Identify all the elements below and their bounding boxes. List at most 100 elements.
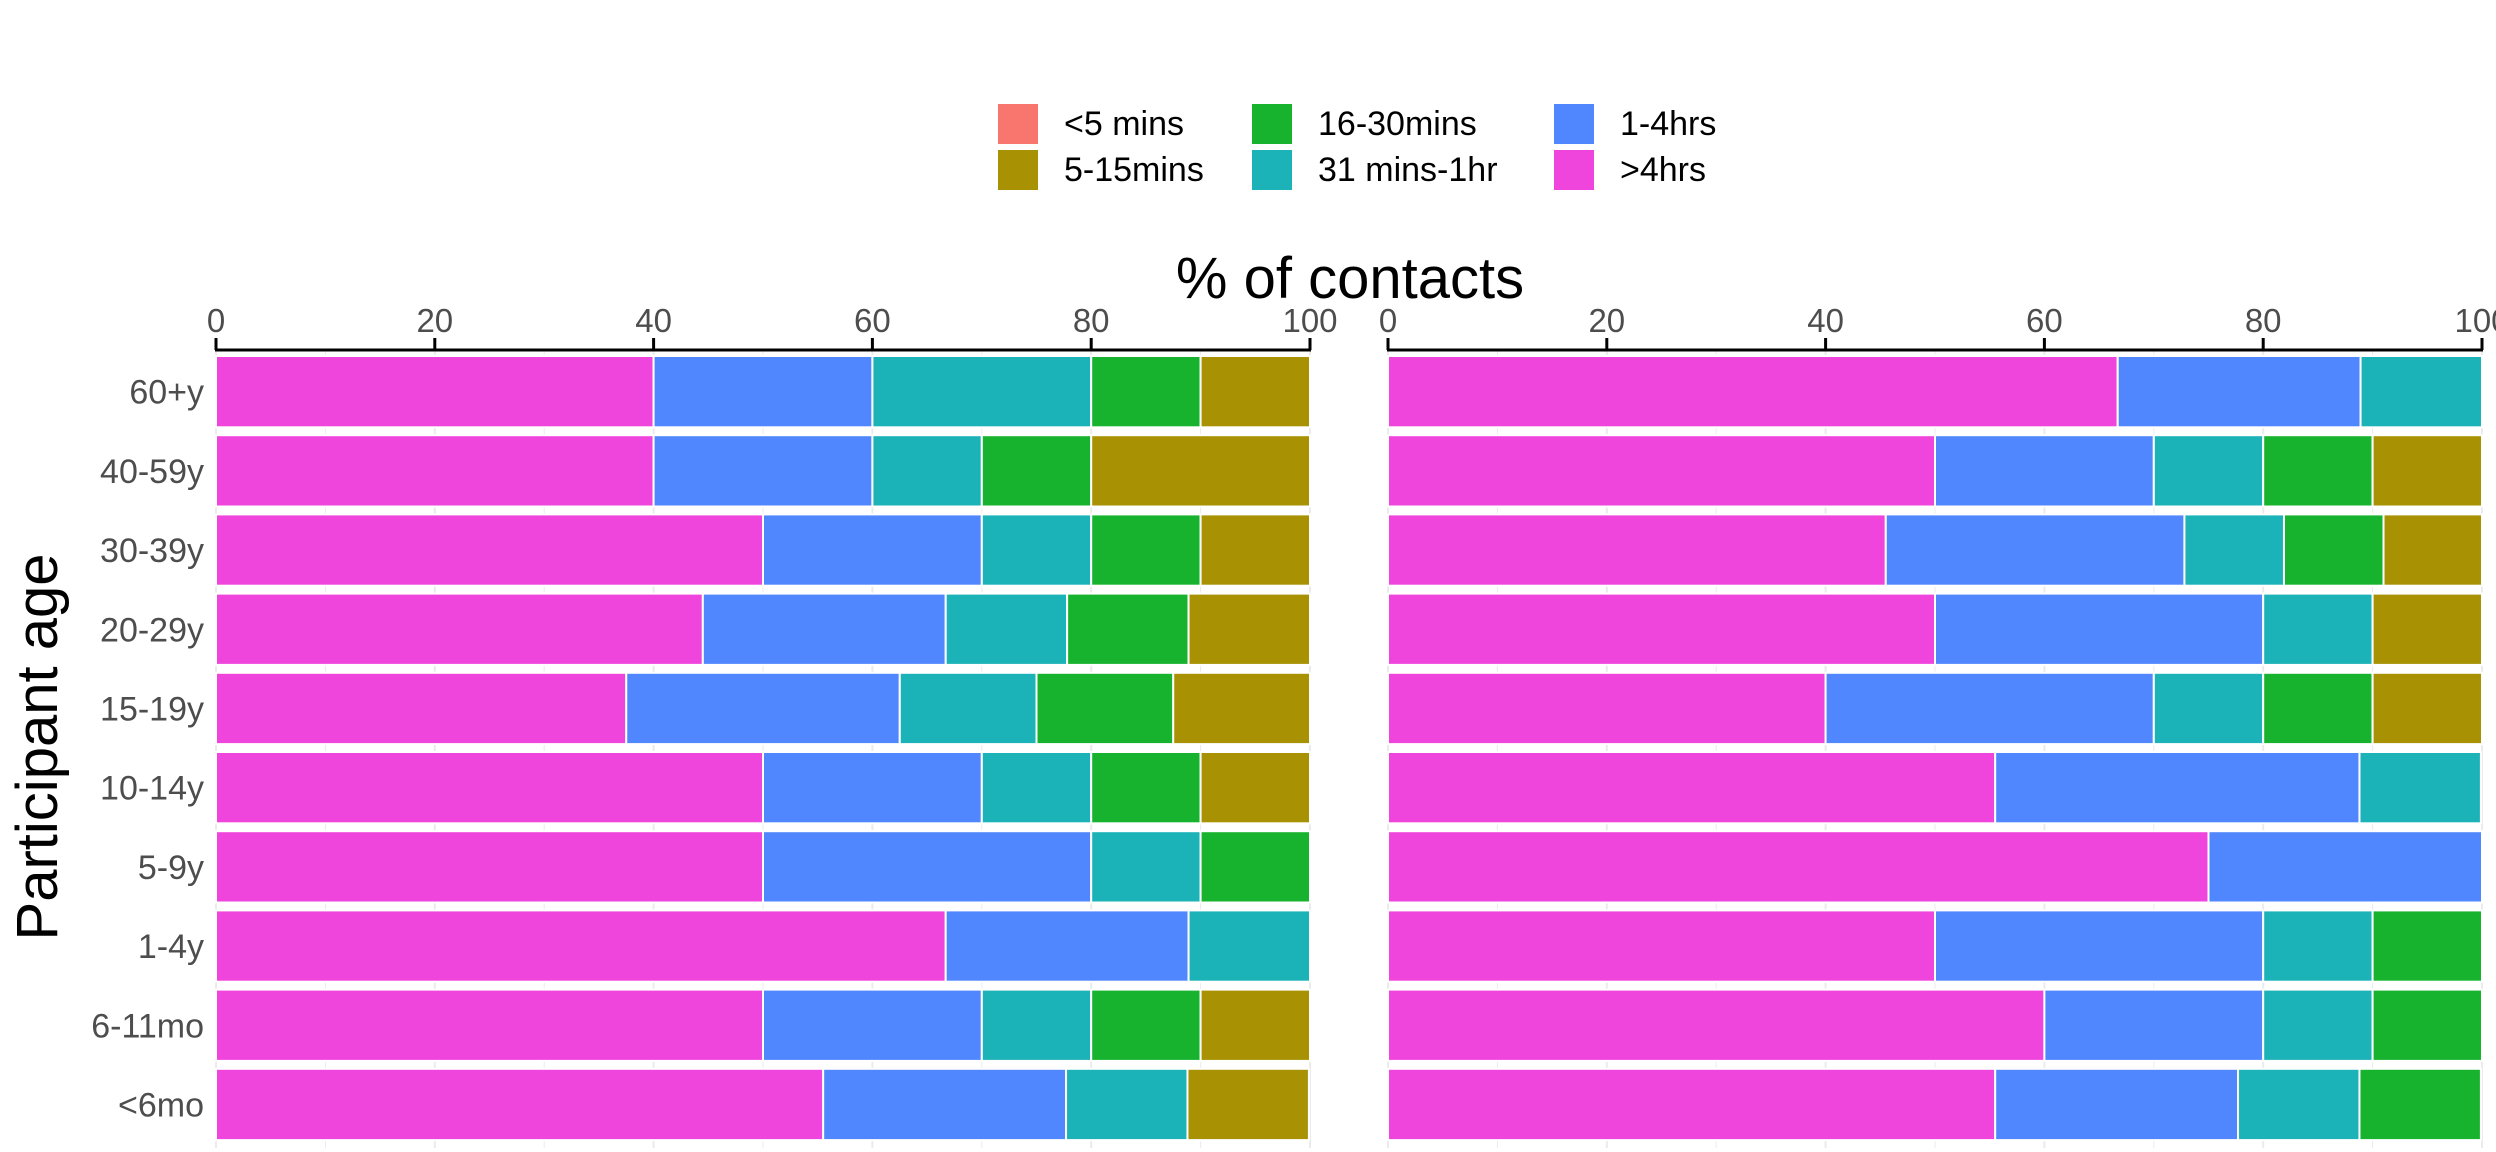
bar-segment — [2262, 909, 2374, 983]
bar-segment — [215, 830, 764, 904]
bar-segment — [1090, 355, 1202, 429]
legend-item: 5-15mins — [998, 150, 1252, 190]
bar-segment — [625, 671, 901, 746]
bar-segment — [1387, 909, 1936, 983]
legend-swatch — [1554, 150, 1594, 190]
bar-segment — [1199, 988, 1311, 1062]
bar-segment — [1187, 592, 1312, 666]
legend-label: <5 mins — [1064, 104, 1184, 143]
bar-segment — [822, 1067, 1068, 1142]
x-tick-label: 80 — [2245, 302, 2282, 339]
legend-label: 1-4hrs — [1620, 104, 1717, 143]
bar-segment — [762, 751, 983, 825]
bar-segment — [2043, 988, 2265, 1062]
x-tick-label: 80 — [1073, 302, 1110, 339]
bar-segment — [1065, 1067, 1189, 1142]
bar-segment — [215, 592, 704, 666]
bar-segment — [2237, 1067, 2361, 1142]
bar-segment — [1387, 592, 1936, 666]
legend-label: 5-15mins — [1064, 150, 1204, 189]
legend-label: >4hrs — [1620, 150, 1706, 189]
bar-segment — [2282, 513, 2385, 587]
bar-segment — [1387, 434, 1936, 508]
bar-segment — [762, 988, 983, 1062]
legend-swatch — [1554, 104, 1594, 144]
bar-segment — [2116, 355, 2362, 429]
bar-segment — [215, 513, 764, 587]
bar-segment — [215, 909, 947, 983]
bar-segment — [2183, 513, 2285, 587]
bar-segment — [871, 355, 1093, 429]
bar-segment — [215, 671, 628, 746]
bar-segment — [944, 592, 1069, 666]
y-axis-title: Participant age — [5, 554, 70, 941]
bar-segment — [1090, 513, 1202, 587]
bar-segment — [1824, 671, 2155, 746]
bar-segment — [215, 751, 764, 825]
bar-segment — [2371, 671, 2484, 746]
legend-label: 16-30mins — [1318, 104, 1477, 143]
x-tick-label: 100 — [2454, 302, 2496, 339]
bar-segment — [2152, 671, 2265, 746]
bar-segment — [1199, 355, 1311, 429]
y-category-label: 10-14y — [100, 770, 204, 808]
legend-swatch — [998, 150, 1038, 190]
x-tick-label: 20 — [1588, 302, 1625, 339]
bar-segment — [2358, 1067, 2482, 1142]
bar-segment — [2371, 909, 2484, 983]
y-category-label: 40-59y — [100, 453, 204, 491]
legend-swatch — [998, 104, 1038, 144]
y-category-label: 15-19y — [100, 690, 204, 728]
x-tick-label: 60 — [854, 302, 891, 339]
bar-segment — [1387, 988, 2046, 1062]
bar-segment — [1934, 909, 2265, 983]
chart-panels: 0 20 40 60 80 100 60+y 40-59y 30-39y 20-29y 15-19y… — [91, 302, 2496, 1148]
y-category-label: 1-4y — [138, 928, 204, 966]
legend-item: 1-4hrs — [1554, 104, 1774, 144]
bar-segment — [2152, 434, 2265, 508]
bar-segment — [652, 355, 874, 429]
legend-label: 31 mins-1hr — [1318, 150, 1498, 189]
legend-item: 16-30mins — [1252, 104, 1554, 144]
bar-segment — [762, 513, 983, 587]
x-tick-label: 0 — [207, 302, 225, 339]
bar-segment — [1199, 751, 1311, 825]
bar-segment — [980, 988, 1093, 1062]
legend-item: <5 mins — [998, 104, 1252, 144]
x-tick-label: 100 — [1282, 302, 1337, 339]
x-tick-label: 40 — [1807, 302, 1844, 339]
bar-segment — [2262, 671, 2374, 746]
bar-segment — [2262, 592, 2374, 666]
bar-segment — [215, 1067, 825, 1142]
bar-segment — [701, 592, 947, 666]
bar-segment — [1035, 671, 1175, 746]
bar-segment — [215, 988, 764, 1062]
bar-segment — [980, 751, 1093, 825]
bar-segment — [1934, 434, 2155, 508]
x-tick-label: 40 — [635, 302, 672, 339]
chart-legend: <5 mins 5-15mins 16-30mins 31 mins-1hr 1-4hr… — [998, 104, 1774, 190]
bar-segment — [2262, 988, 2374, 1062]
bar-segment — [2207, 830, 2483, 904]
bar-segment — [1387, 671, 1827, 746]
legend-swatch — [1252, 104, 1292, 144]
bar-segment — [1994, 1067, 2240, 1142]
bar-segment — [1387, 355, 2119, 429]
bar-segment — [2371, 434, 2484, 508]
y-category-label: 5-9y — [138, 849, 204, 887]
bar-segment — [1090, 434, 1311, 508]
bar-segment — [1884, 513, 2186, 587]
panel-1: 0 20 40 60 80 100 60+y 40-59y 30-39y 20-29y 15-19y… — [91, 302, 1338, 1148]
bar-segment — [1172, 671, 1311, 746]
bar-segment — [1387, 830, 2210, 904]
bar-segment — [1994, 751, 2361, 825]
x-tick-label: 60 — [2026, 302, 2063, 339]
bar-segment — [652, 434, 874, 508]
y-category-label: 6-11mo — [91, 1007, 204, 1045]
bar-segment — [2382, 513, 2484, 587]
y-category-label: 20-29y — [100, 611, 204, 649]
bar-segment — [2262, 434, 2374, 508]
y-category-label: 60+y — [129, 374, 204, 412]
bar-segment — [1090, 751, 1202, 825]
